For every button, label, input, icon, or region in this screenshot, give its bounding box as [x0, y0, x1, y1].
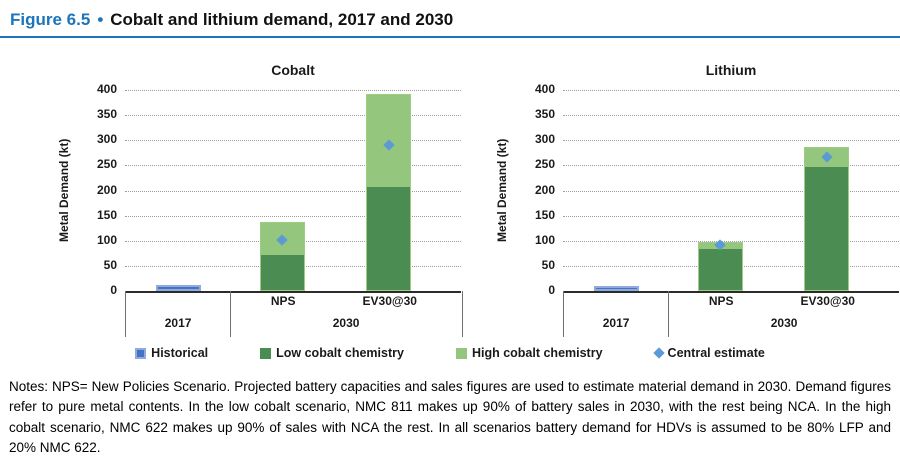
legend-item-central-estimate: Central estimate	[652, 346, 765, 360]
x-tick-label: NPS	[708, 294, 734, 308]
y-tick-label: 0	[110, 283, 117, 297]
y-tick-label: 0	[548, 283, 555, 297]
y-tick-label: 100	[534, 232, 555, 247]
y-tick-label: 300	[534, 132, 555, 147]
bar-2017	[594, 286, 640, 291]
low-cobalt-segment	[260, 254, 304, 290]
y-tick-label: 100	[96, 232, 117, 247]
legend-label: Central estimate	[667, 346, 765, 360]
y-tick-label: 150	[96, 207, 117, 222]
chart-legend: Historical Low cobalt chemistry High cobal…	[0, 344, 900, 362]
low-cobalt-segment	[698, 248, 742, 290]
figure-notes: Notes: NPS= New Policies Scenario. Proje…	[9, 379, 891, 455]
chart-title: Cobalt	[271, 62, 315, 78]
low-cobalt-chemistry-swatch-icon	[260, 347, 272, 359]
x-group-label: 2030	[770, 316, 798, 330]
historical-swatch-icon	[135, 347, 147, 359]
y-tick-label: 300	[96, 132, 117, 147]
gridline	[563, 115, 899, 117]
gridline	[563, 90, 899, 91]
legend-label: Historical	[151, 346, 209, 360]
bar-nps	[259, 222, 305, 291]
y-tick-label: 50	[103, 257, 117, 272]
chart-title: Lithium	[705, 62, 757, 78]
legend-item-low-cobalt-chemistry: Low cobalt chemistry	[260, 346, 404, 360]
charts-row: Cobalt Metal Demand (kt) 400 350 300 250 200 15…	[0, 60, 900, 341]
figure-title: Cobalt and lithium demand, 2017 and 2030	[110, 10, 454, 29]
figure-header: Figure 6.5 • Cobalt and lithium demand, 20…	[0, 0, 900, 31]
legend-label: High cobalt chemistry	[471, 346, 603, 360]
y-tick-label: 350	[534, 107, 555, 122]
y-tick-label: 50	[541, 257, 555, 272]
y-tick-label: 400	[96, 82, 117, 96]
high-cobalt-chemistry-swatch-icon	[455, 347, 467, 359]
plot-area	[125, 90, 461, 293]
bar-ev30@30	[366, 94, 412, 291]
gridline	[563, 165, 899, 167]
category-divider	[230, 291, 232, 337]
low-cobalt-segment	[805, 167, 849, 290]
bullet-separator: •	[97, 10, 104, 29]
title-underline-rule	[0, 36, 900, 38]
x-tick-label: NPS	[270, 294, 296, 308]
x-tick-label: EV30@30	[800, 294, 855, 308]
bar-ev30@30	[804, 147, 850, 291]
historical-bar-segment	[156, 284, 202, 291]
gridline	[125, 115, 461, 117]
gridline	[563, 140, 899, 142]
gridline	[125, 165, 461, 167]
legend-item-high-cobalt-chemistry: High cobalt chemistry	[455, 346, 603, 360]
x-group-label: 2030	[332, 316, 360, 330]
y-tick-label: 200	[96, 182, 117, 197]
gridline	[563, 190, 899, 192]
x-axis-category-area: 2017 NPS EV30@30 2030	[125, 291, 463, 337]
gridline	[125, 90, 461, 91]
y-tick-label: 200	[534, 182, 555, 197]
low-cobalt-segment	[367, 186, 411, 290]
y-tick-label: 400	[534, 82, 555, 96]
gridline	[563, 215, 899, 217]
bar-2017	[156, 284, 202, 291]
gridline	[125, 215, 461, 217]
gridline	[563, 240, 899, 242]
gridline	[125, 140, 461, 142]
x-tick-label: EV30@30	[362, 294, 417, 308]
gridline	[125, 190, 461, 192]
legend-item-historical: Historical	[135, 346, 208, 360]
y-tick-label: 350	[96, 107, 117, 122]
category-divider	[668, 291, 670, 337]
cobalt-chart: Cobalt Metal Demand (kt) 400 350 300 250 200 15…	[55, 60, 463, 341]
y-tick-label: 250	[534, 157, 555, 172]
x-group-label: 2017	[164, 316, 192, 330]
figure-number: Figure 6.5	[10, 10, 91, 29]
x-axis-category-area: 2017 NPS EV30@30 2030	[563, 291, 900, 337]
historical-bar-segment	[594, 286, 640, 291]
lithium-chart: Lithium Metal Demand (kt) 400 350 300 250 200 1…	[493, 60, 900, 341]
central-estimate-swatch-icon	[652, 347, 665, 359]
plot-area	[563, 90, 899, 293]
y-tick-label: 150	[534, 207, 555, 222]
legend-label: Low cobalt chemistry	[276, 346, 404, 360]
y-tick-label: 250	[96, 157, 117, 172]
x-group-label: 2017	[602, 316, 630, 330]
